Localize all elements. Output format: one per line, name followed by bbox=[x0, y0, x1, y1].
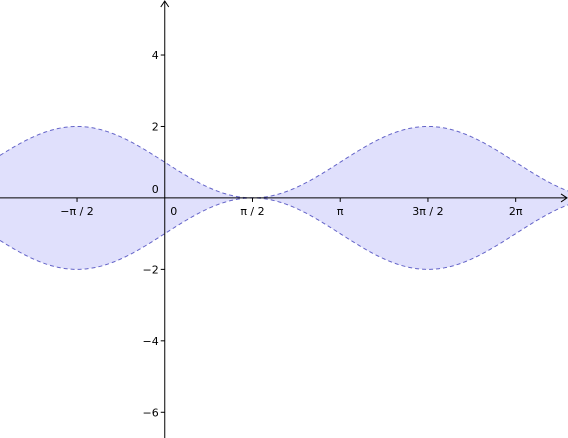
x-tick-label: π bbox=[337, 205, 344, 218]
y-tick-label: 4 bbox=[152, 49, 159, 62]
y-tick-label: 2 bbox=[152, 120, 159, 133]
x-tick-label: −π / 2 bbox=[60, 205, 94, 218]
y-axis-arrow bbox=[160, 0, 170, 8]
x-tick-label: π / 2 bbox=[240, 205, 264, 218]
y-tick-label: −4 bbox=[143, 335, 159, 348]
x-axis-arrow bbox=[560, 193, 568, 203]
y-tick-label: 0 bbox=[152, 183, 159, 196]
y-tick-label: −2 bbox=[143, 263, 159, 276]
y-axis-ticks: 0 4 2 −2 −4 −6 bbox=[143, 49, 165, 419]
x-tick-label: 3π / 2 bbox=[412, 205, 443, 218]
y-tick-label: −6 bbox=[143, 406, 159, 419]
lower-curve bbox=[0, 197, 568, 270]
upper-curve bbox=[0, 125, 568, 199]
x-tick-label: 0 bbox=[170, 205, 177, 218]
x-tick-label: 2π bbox=[509, 205, 523, 218]
